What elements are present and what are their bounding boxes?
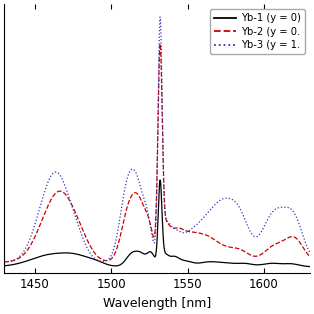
Yb-3 (y = 1. [308,251,312,254]
Line: Yb-2 (y = 0.: Yb-2 (y = 0. [4,44,310,262]
Yb-3 (y = 1. [2,260,6,264]
Yb-3 (y = 1. [302,236,306,240]
X-axis label: Wavelength [nm]: Wavelength [nm] [103,297,211,310]
Yb-3 (y = 1. [158,15,162,19]
Line: Yb-1 (y = 0): Yb-1 (y = 0) [4,180,310,267]
Yb-2 (y = 0. [269,245,273,249]
Yb-2 (y = 0. [302,247,306,251]
Yb-3 (y = 1. [269,212,273,216]
Yb-3 (y = 1. [55,171,59,174]
Yb-1 (y = 0) [2,264,6,268]
Yb-1 (y = 0) [302,264,306,268]
Yb-2 (y = 0. [120,230,123,233]
Yb-2 (y = 0. [308,255,312,258]
Yb-2 (y = 0. [55,190,59,194]
Yb-2 (y = 0. [158,42,162,46]
Yb-3 (y = 1. [133,169,137,172]
Legend: Yb-1 (y = 0), Yb-2 (y = 0., Yb-3 (y = 1.: Yb-1 (y = 0), Yb-2 (y = 0., Yb-3 (y = 1. [210,9,305,54]
Yb-1 (y = 0) [37,255,41,259]
Yb-1 (y = 0) [55,252,59,255]
Yb-1 (y = 0) [308,265,312,268]
Yb-2 (y = 0. [2,260,6,264]
Yb-1 (y = 0) [158,178,162,182]
Yb-3 (y = 1. [120,207,123,211]
Yb-1 (y = 0) [133,250,137,253]
Yb-2 (y = 0. [37,225,41,229]
Yb-3 (y = 1. [37,208,41,212]
Yb-1 (y = 0) [269,262,273,265]
Yb-2 (y = 0. [133,191,137,195]
Yb-1 (y = 0) [120,262,123,266]
Line: Yb-3 (y = 1.: Yb-3 (y = 1. [4,17,310,262]
